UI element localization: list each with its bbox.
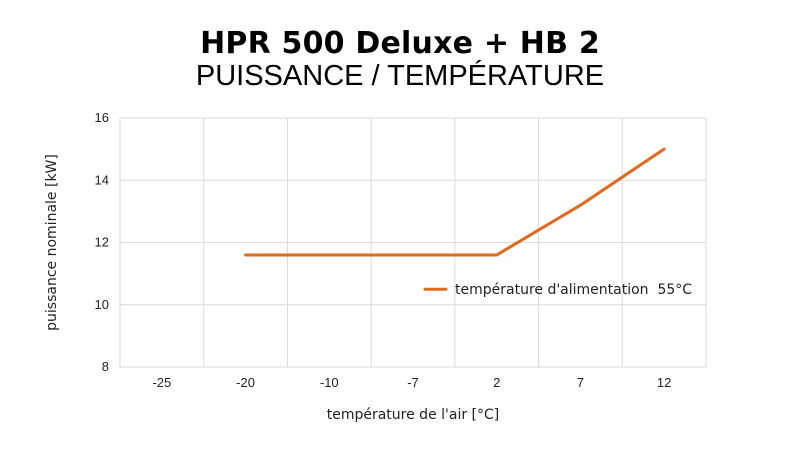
x-axis-ticks: -25 -20 -10 -7 2 7 12 [152,375,671,390]
x-tick-label: -20 [236,375,255,390]
grid [119,117,707,368]
y-axis-label: puissance nominale [kW] [44,154,60,331]
legend: température d'alimentation 55°C [423,282,692,298]
x-tick-label: 2 [493,375,500,390]
y-tick-label: 14 [95,172,109,187]
legend-label: température d'alimentation 55°C [455,282,692,298]
chart-title: HPR 500 Deluxe + HB 2 [200,26,600,61]
x-tick-label: 12 [657,375,671,390]
y-tick-label: 10 [95,297,109,312]
chart-subtitle: PUISSANCE / TEMPÉRATURE [195,60,605,92]
y-axis-ticks: 8 10 12 14 16 [95,110,109,374]
x-tick-label: -10 [320,375,339,390]
x-tick-label: -25 [152,375,171,390]
x-tick-label: -7 [407,375,419,390]
y-tick-label: 16 [95,110,109,125]
series-line [244,147,666,257]
y-tick-label: 12 [95,235,109,250]
x-tick-label: 7 [577,375,584,390]
series-layer [244,147,666,257]
y-tick-label: 8 [102,359,109,374]
x-axis-label: température de l'air [°C] [327,407,500,423]
